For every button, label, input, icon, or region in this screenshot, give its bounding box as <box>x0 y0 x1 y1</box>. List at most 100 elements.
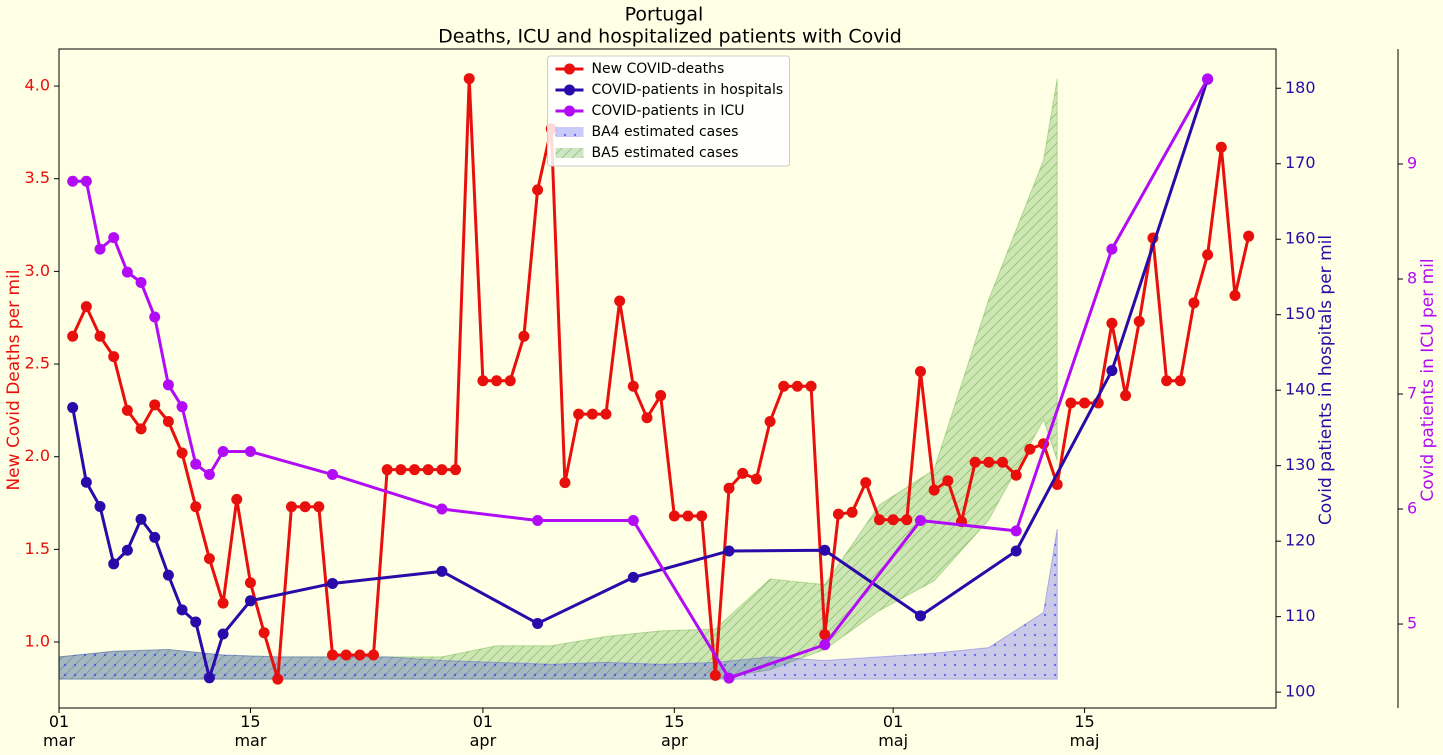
y2-tick-label: 110 <box>1285 606 1316 625</box>
marker <box>326 469 338 481</box>
marker <box>1010 545 1022 557</box>
marker <box>1120 390 1132 402</box>
y-tick-label: 2.5 <box>25 354 50 373</box>
y2-tick-label: 180 <box>1285 78 1316 97</box>
marker <box>1229 289 1241 301</box>
marker <box>1106 317 1118 329</box>
marker <box>1188 297 1200 309</box>
marker <box>395 464 407 476</box>
marker <box>914 515 926 527</box>
marker <box>217 597 229 609</box>
legend-swatch <box>555 127 584 137</box>
marker <box>149 311 161 323</box>
y-tick-label: 3.0 <box>25 261 50 280</box>
marker <box>614 295 626 307</box>
marker <box>203 672 215 684</box>
marker <box>723 482 735 494</box>
marker <box>491 375 503 387</box>
marker <box>80 301 92 313</box>
marker <box>176 401 188 413</box>
marker <box>600 408 612 420</box>
marker <box>819 544 831 556</box>
legend-marker <box>564 63 575 75</box>
marker <box>108 351 120 363</box>
marker <box>244 595 256 607</box>
y3-tick-label: 7 <box>1407 384 1417 403</box>
marker <box>846 506 858 518</box>
marker <box>94 330 106 342</box>
legend-label: COVID-patients in hospitals <box>592 82 784 98</box>
marker <box>819 639 831 651</box>
marker <box>1133 315 1145 327</box>
marker <box>1243 230 1255 242</box>
legend: New COVID-deaths COVID-patients in hospit… <box>547 55 790 167</box>
marker <box>162 415 174 427</box>
marker <box>463 73 475 85</box>
marker <box>627 515 639 527</box>
marker <box>149 531 161 543</box>
marker <box>887 514 899 526</box>
marker <box>272 673 284 685</box>
marker <box>750 473 762 485</box>
marker <box>244 446 256 458</box>
x-tick-label: 15 maj <box>1069 712 1100 750</box>
x-tick-label: 15 apr <box>661 712 688 750</box>
marker <box>1079 397 1091 409</box>
marker <box>1161 375 1173 387</box>
chart-subtitle: Deaths, ICU and hospitalized patients wi… <box>438 26 902 48</box>
marker <box>942 475 954 487</box>
marker <box>368 649 380 661</box>
y3-tick-label: 6 <box>1407 499 1417 518</box>
marker <box>914 365 926 377</box>
marker <box>627 571 639 583</box>
area <box>58 528 1058 680</box>
marker <box>655 390 667 402</box>
marker <box>162 569 174 581</box>
marker <box>176 447 188 459</box>
legend-marker <box>564 84 575 96</box>
marker <box>1174 375 1186 387</box>
marker <box>1106 243 1118 255</box>
y2-tick-label: 160 <box>1285 229 1316 248</box>
marker <box>285 501 297 513</box>
marker <box>94 243 106 255</box>
marker <box>203 469 215 481</box>
y2-tick-label: 130 <box>1285 455 1316 474</box>
y2-tick-label: 100 <box>1285 682 1316 701</box>
x-tick-label: 01 maj <box>878 712 909 750</box>
y2-tick-label: 120 <box>1285 531 1316 550</box>
marker <box>983 456 995 468</box>
marker <box>997 456 1009 468</box>
marker <box>436 464 448 476</box>
legend-label: New COVID-deaths <box>592 61 725 77</box>
marker <box>641 412 653 424</box>
marker <box>135 423 147 435</box>
marker <box>532 617 544 629</box>
marker <box>244 577 256 589</box>
y-tick-label: 1.5 <box>25 539 50 558</box>
marker <box>340 649 352 661</box>
marker <box>819 629 831 641</box>
marker <box>313 501 325 513</box>
y2-tick-label: 140 <box>1285 380 1316 399</box>
y-tick-label: 1.0 <box>25 632 50 651</box>
y-tick-label: 3.5 <box>25 168 50 187</box>
legend-label: BA4 estimated cases <box>592 124 739 140</box>
y3-tick-label: 5 <box>1407 614 1417 633</box>
marker <box>518 330 530 342</box>
marker <box>682 510 694 522</box>
marker <box>873 514 885 526</box>
marker <box>80 476 92 488</box>
y2-tick-label: 170 <box>1285 153 1316 172</box>
y3-tick-label: 9 <box>1407 154 1417 173</box>
legend-label: BA5 estimated cases <box>592 145 739 161</box>
marker <box>190 616 202 628</box>
marker <box>409 464 421 476</box>
marker <box>231 493 243 505</box>
marker <box>1215 141 1227 153</box>
marker <box>1106 365 1118 377</box>
marker <box>190 458 202 470</box>
marker <box>450 464 462 476</box>
